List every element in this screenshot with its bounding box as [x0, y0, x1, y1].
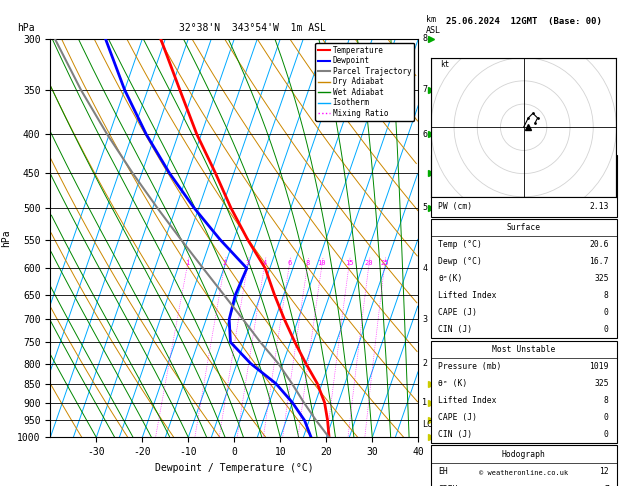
Text: Most Unstable: Most Unstable	[492, 345, 555, 354]
Text: 1: 1	[423, 398, 428, 407]
Text: 7: 7	[423, 86, 428, 94]
Text: 12: 12	[599, 468, 609, 476]
Text: EH: EH	[438, 468, 448, 476]
Text: 15: 15	[345, 260, 353, 265]
Text: kt: kt	[440, 60, 449, 69]
Text: 16.7: 16.7	[589, 257, 609, 266]
Text: 10: 10	[318, 260, 326, 265]
Text: Hodograph: Hodograph	[502, 450, 545, 459]
Text: Surface: Surface	[506, 223, 541, 232]
Text: CAPE (J): CAPE (J)	[438, 413, 477, 422]
Text: 25: 25	[381, 260, 389, 265]
Text: Pressure (mb): Pressure (mb)	[438, 362, 502, 371]
Text: 5: 5	[423, 204, 428, 212]
Text: hPa: hPa	[17, 23, 35, 33]
Text: CIN (J): CIN (J)	[438, 325, 472, 334]
Y-axis label: hPa: hPa	[1, 229, 11, 247]
Text: 20: 20	[599, 181, 609, 191]
Text: 25.06.2024  12GMT  (Base: 00): 25.06.2024 12GMT (Base: 00)	[446, 17, 601, 26]
Text: 8: 8	[423, 35, 428, 43]
Text: θᵉ(K): θᵉ(K)	[438, 274, 463, 283]
Text: 0: 0	[604, 308, 609, 317]
Text: K: K	[438, 161, 443, 170]
Text: 0: 0	[604, 413, 609, 422]
Text: 32°38'N  343°54'W  1m ASL: 32°38'N 343°54'W 1m ASL	[179, 23, 326, 33]
Text: 3: 3	[423, 315, 428, 324]
Text: 1019: 1019	[589, 362, 609, 371]
Text: 325: 325	[594, 274, 609, 283]
Text: Lifted Index: Lifted Index	[438, 291, 497, 300]
Text: 4: 4	[262, 260, 267, 265]
Text: 4: 4	[423, 264, 428, 273]
Text: 0: 0	[604, 325, 609, 334]
Text: LCL: LCL	[423, 420, 437, 429]
Text: 8: 8	[604, 396, 609, 405]
Text: Mixing Ratio (g/kg): Mixing Ratio (g/kg)	[444, 194, 453, 282]
X-axis label: Dewpoint / Temperature (°C): Dewpoint / Temperature (°C)	[155, 463, 314, 473]
Bar	[431, 58, 616, 197]
Text: 3: 3	[245, 260, 250, 265]
Text: Lifted Index: Lifted Index	[438, 396, 497, 405]
Text: PW (cm): PW (cm)	[438, 202, 472, 211]
Text: 1: 1	[185, 260, 189, 265]
Text: © weatheronline.co.uk: © weatheronline.co.uk	[479, 470, 568, 476]
Text: 8: 8	[305, 260, 309, 265]
Text: Totals Totals: Totals Totals	[438, 181, 502, 191]
Text: 0: 0	[604, 430, 609, 439]
Text: θᵉ (K): θᵉ (K)	[438, 379, 468, 388]
Text: -1: -1	[599, 161, 609, 170]
Text: CAPE (J): CAPE (J)	[438, 308, 477, 317]
Text: 325: 325	[594, 379, 609, 388]
Text: 7: 7	[604, 485, 609, 486]
FancyBboxPatch shape	[430, 219, 617, 338]
Text: Temp (°C): Temp (°C)	[438, 240, 482, 249]
Text: 6: 6	[287, 260, 291, 265]
FancyBboxPatch shape	[430, 445, 617, 486]
Text: km
ASL: km ASL	[426, 16, 441, 35]
Text: SREH: SREH	[438, 485, 458, 486]
Text: 2.13: 2.13	[589, 202, 609, 211]
Text: 8: 8	[604, 291, 609, 300]
Legend: Temperature, Dewpoint, Parcel Trajectory, Dry Adiabat, Wet Adiabat, Isotherm, Mi: Temperature, Dewpoint, Parcel Trajectory…	[315, 43, 415, 121]
FancyBboxPatch shape	[430, 341, 617, 443]
Text: 20: 20	[365, 260, 373, 265]
FancyBboxPatch shape	[430, 155, 617, 217]
Text: 6: 6	[423, 130, 428, 139]
Text: CIN (J): CIN (J)	[438, 430, 472, 439]
Text: 2: 2	[423, 359, 428, 368]
Text: Dewp (°C): Dewp (°C)	[438, 257, 482, 266]
Text: 20.6: 20.6	[589, 240, 609, 249]
Text: 2: 2	[223, 260, 226, 265]
